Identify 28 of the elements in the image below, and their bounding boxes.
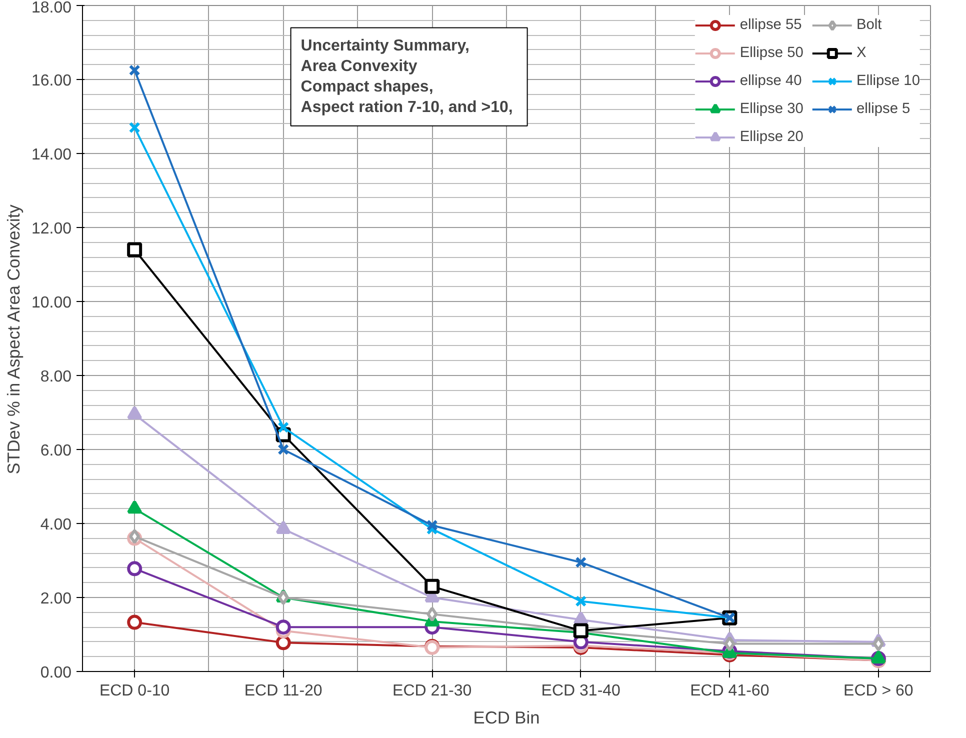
- legend-label: Bolt: [856, 17, 882, 33]
- y-tick-label: 4.00: [40, 516, 72, 534]
- y-tick-label: 10.00: [31, 294, 72, 312]
- y-tick-label: 6.00: [40, 442, 72, 460]
- y-tick-label: 14.00: [31, 146, 72, 164]
- x-tick-label: ECD 31-40: [541, 682, 621, 700]
- y-tick-label: 18.00: [31, 0, 72, 16]
- x-tick-label: ECD 11-20: [244, 682, 322, 700]
- legend-label: X: [856, 45, 868, 61]
- y-tick-label: 0.00: [40, 664, 72, 682]
- legend-label: Ellipse 30: [740, 101, 804, 117]
- x-tick-label: ECD 0-10: [99, 682, 170, 700]
- y-tick-label: 16.00: [31, 72, 72, 90]
- y-tick-label: 8.00: [40, 368, 72, 386]
- legend-label: Ellipse 20: [740, 129, 804, 145]
- annotation: Uncertainty Summary, Area Convexity Compact shapes, Aspect ration 7-10, and >10,: [300, 38, 513, 116]
- legend-label: Ellipse 50: [740, 45, 804, 61]
- x-axis-title: ECD Bin: [473, 708, 540, 728]
- legend-label: ellipse 55: [740, 17, 802, 33]
- legend-label: ellipse 5: [856, 101, 910, 117]
- y-tick-label: 12.00: [31, 220, 72, 238]
- x-tick-label: ECD 41-60: [690, 682, 770, 700]
- x-tick-label: ECD 21-30: [392, 682, 472, 700]
- legend-label: Ellipse 10: [856, 73, 920, 89]
- x-tick-label: ECD > 60: [844, 682, 914, 700]
- y-tick-label: 2.00: [40, 590, 72, 608]
- y-axis-title: STDev % in Aspect Area Convexity: [3, 204, 24, 474]
- legend-label: ellipse 40: [740, 73, 802, 89]
